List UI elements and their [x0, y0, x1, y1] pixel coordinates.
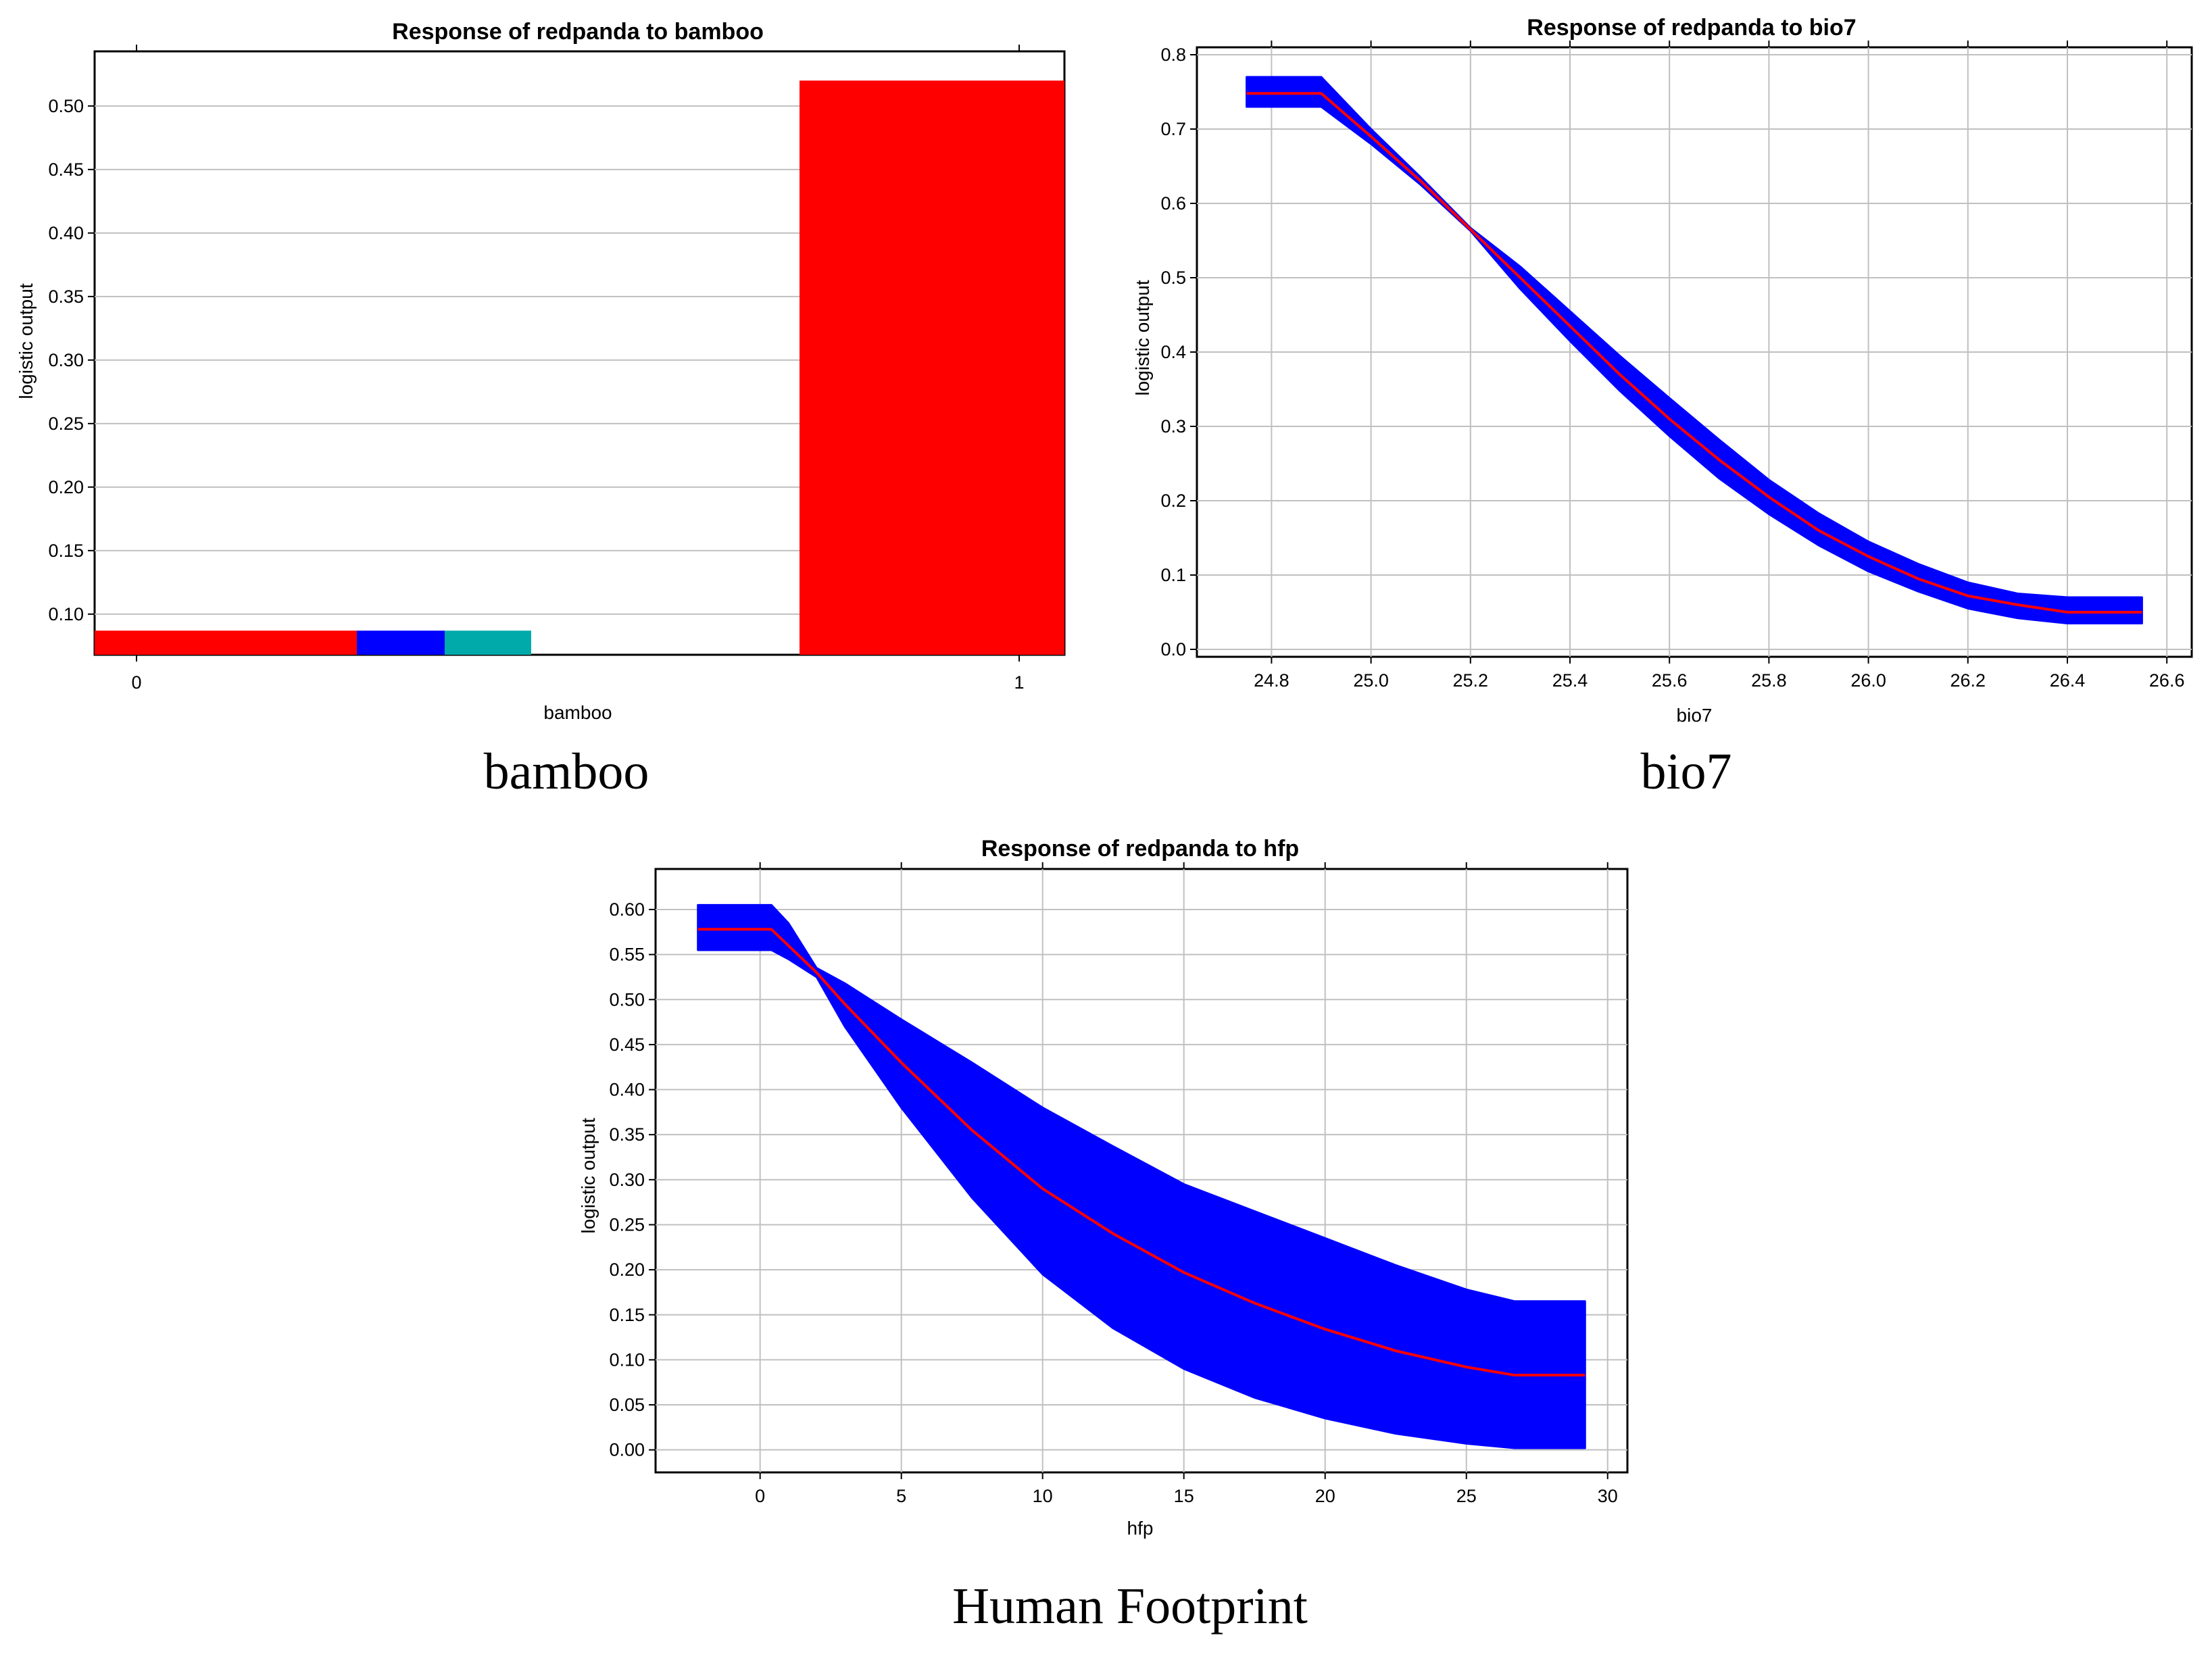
- y-tick-label: 0.4: [1160, 342, 1186, 362]
- bars: [95, 80, 1064, 655]
- y-tick-label: 0.10: [48, 604, 84, 624]
- chart-hfp: Response of redpanda to hfp 0.00 0.05 0.10…: [578, 836, 1629, 1635]
- plot-area: [1246, 76, 2143, 624]
- y-tick-label: 0.2: [1160, 491, 1186, 511]
- y-tick-label: 0.10: [609, 1349, 645, 1370]
- chart-title: Response of redpanda to bio7: [1527, 15, 1856, 41]
- y-tick-label: 0.30: [48, 350, 84, 370]
- caption-bamboo: bamboo: [484, 743, 649, 800]
- y-tick-label: 0.40: [609, 1080, 645, 1100]
- y-ticks: 0.0 0.1 0.2 0.3 0.4 0.5 0.6 0.7 0.8: [1160, 45, 1197, 660]
- y-tick-label: 0.45: [48, 159, 84, 180]
- x-tick-label: 10: [1033, 1486, 1053, 1506]
- y-axis-label: logistic output: [1132, 280, 1153, 395]
- x-tick-label: 15: [1174, 1486, 1194, 1506]
- bar-1: [800, 80, 1064, 655]
- y-tick-label: 0.35: [48, 287, 84, 307]
- x-tick-label: 0: [131, 672, 141, 693]
- y-axis-label: logistic output: [578, 1118, 599, 1233]
- chart-bio7: Response of redpanda to bio7 0.00.10.20.…: [1132, 15, 2193, 800]
- y-tick-label: 0.1: [1160, 565, 1186, 585]
- bar-0-segment-teal: [445, 630, 531, 655]
- confidence-band: [1246, 76, 2143, 624]
- y-tick-label: 0.0: [1160, 639, 1186, 660]
- y-tick-label: 0.25: [48, 414, 84, 434]
- x-tick-label: 25.4: [1552, 670, 1588, 691]
- x-axis-label: hfp: [1127, 1518, 1154, 1539]
- y-tick-label: 0.15: [48, 541, 84, 561]
- chart-title: Response of redpanda to bamboo: [392, 19, 764, 45]
- x-tick-label: 24.8: [1254, 670, 1289, 691]
- x-tick-label: 26.6: [2149, 670, 2185, 691]
- x-tick-label: 25.2: [1453, 670, 1489, 691]
- x-axis-label: bamboo: [543, 702, 612, 723]
- y-tick-label: 0.8: [1160, 45, 1186, 65]
- y-tick-label: 0.20: [48, 477, 84, 497]
- bar-0: [95, 630, 357, 655]
- y-tick-label: 0.50: [48, 96, 84, 116]
- x-tick-label: 26.4: [2050, 670, 2086, 691]
- grid: [656, 869, 1627, 1472]
- x-ticks: 24.8 25.0 25.2 25.4 25.6 25.8 26.0 26.2 26.4 26.6: [1254, 41, 2184, 691]
- x-tick-label: 30: [1598, 1486, 1618, 1506]
- plot-area: [697, 903, 1586, 1449]
- x-tick-label: 25.6: [1652, 670, 1688, 691]
- x-ticks: 0 5 10 15 20 25 30: [755, 862, 1618, 1506]
- x-tick-label: 25.8: [1751, 670, 1787, 691]
- y-tick-label: 0.55: [609, 945, 645, 965]
- x-axis-label: bio7: [1677, 705, 1713, 726]
- mean-response-line: [697, 928, 1586, 1377]
- y-tick-label: 0.05: [609, 1395, 645, 1415]
- y-tick-label: 0.60: [609, 899, 645, 920]
- confidence-band: [697, 903, 1586, 1449]
- x-tick-label: 5: [896, 1486, 906, 1506]
- y-tick-label: 0.45: [609, 1035, 645, 1055]
- y-tick-label: 0.7: [1160, 119, 1186, 139]
- y-tick-label: 0.5: [1160, 268, 1186, 288]
- mean-response-line: [1246, 92, 2142, 614]
- x-tick-label: 0: [755, 1486, 765, 1506]
- y-tick-label: 0.50: [609, 989, 645, 1010]
- chart-bamboo: Response of redpanda to bamboo 0.100.150…: [16, 19, 1066, 800]
- y-tick-label: 0.6: [1160, 193, 1186, 214]
- x-tick-label: 1: [1014, 672, 1024, 693]
- chart-title: Response of redpanda to hfp: [981, 836, 1299, 862]
- y-axis-label: logistic output: [16, 283, 36, 399]
- y-tick-label: 0.25: [609, 1214, 645, 1235]
- x-tick-label: 26.2: [1950, 670, 1986, 691]
- y-ticks: 0.10 0.15 0.20 0.25 0.30 0.35 0.40 0.45 0.50: [48, 96, 95, 624]
- bar-0-segment-blue: [357, 630, 445, 655]
- x-tick-label: 25: [1456, 1486, 1477, 1506]
- y-tick-label: 0.20: [609, 1260, 645, 1280]
- y-tick-label: 0.3: [1160, 416, 1186, 437]
- y-tick-label: 0.15: [609, 1305, 645, 1325]
- y-tick-label: 0.00: [609, 1440, 645, 1460]
- caption-human-footprint: Human Footprint: [952, 1578, 1308, 1635]
- y-tick-label: 0.30: [609, 1170, 645, 1190]
- x-tick-label: 26.0: [1850, 670, 1886, 691]
- x-tick-label: 20: [1315, 1486, 1335, 1506]
- x-tick-label: 25.0: [1353, 670, 1389, 691]
- y-ticks: 0.00 0.05 0.10 0.15 0.20 0.25 0.30 0.35 0.40 0.45…: [609, 899, 656, 1460]
- y-tick-label: 0.40: [48, 223, 84, 243]
- y-tick-label: 0.35: [609, 1124, 645, 1145]
- caption-bio7: bio7: [1640, 743, 1731, 800]
